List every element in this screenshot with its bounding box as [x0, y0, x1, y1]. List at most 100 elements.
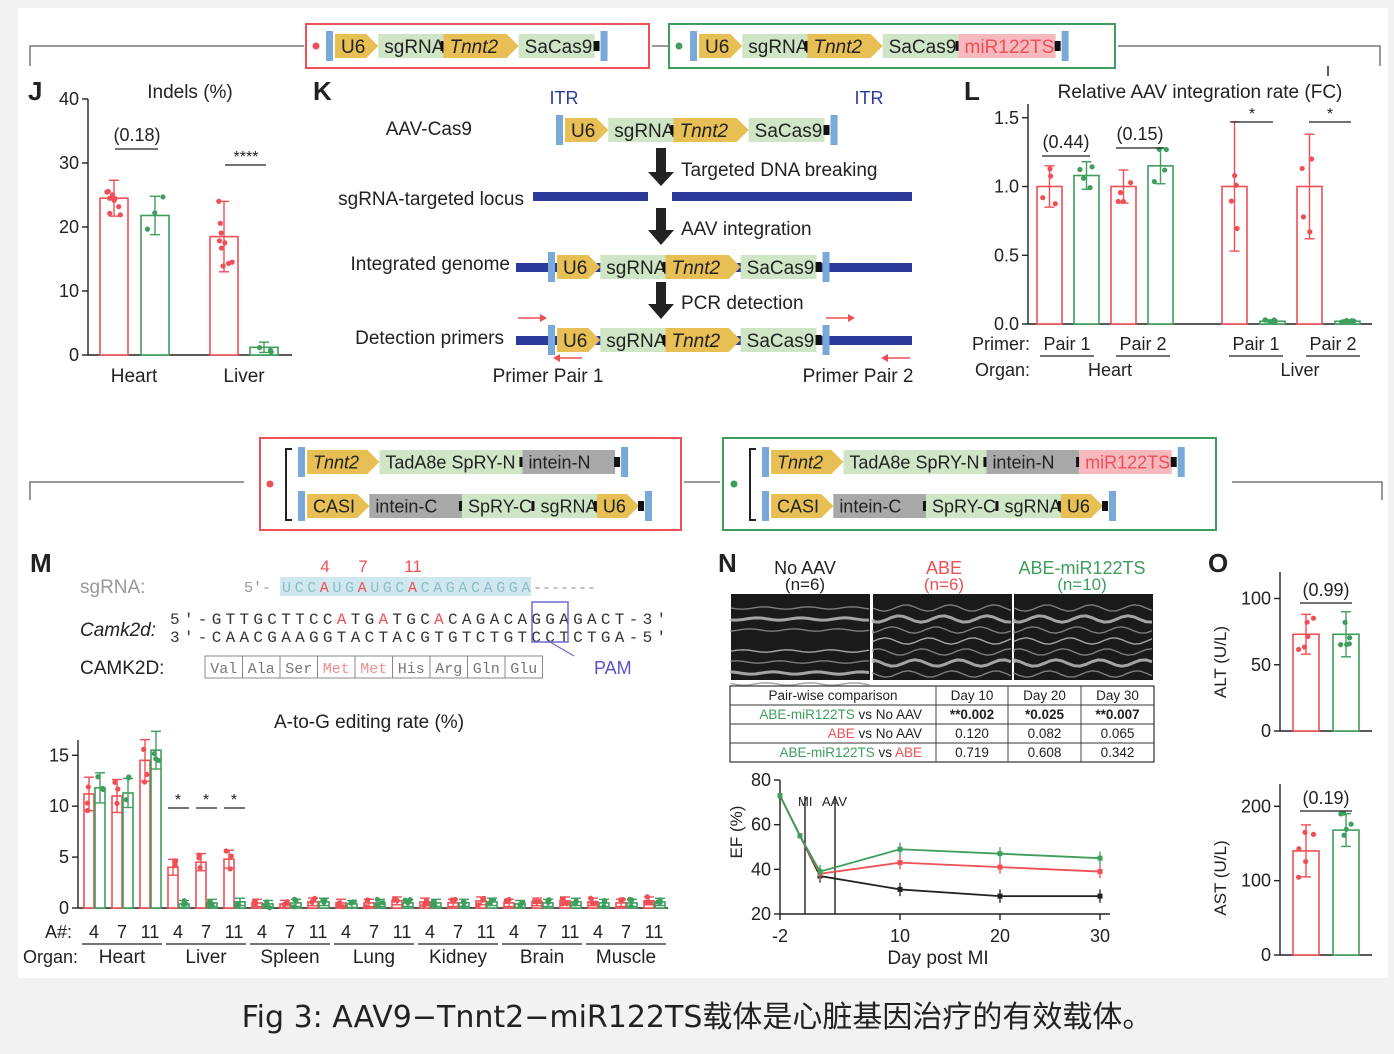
data-point [643, 899, 649, 905]
dna-base: A [392, 629, 402, 647]
y-tick-label: 0 [1261, 721, 1271, 741]
gene-block [379, 450, 523, 474]
a-position-label: 11 [225, 922, 244, 942]
p-value-cell: **0.002 [950, 707, 994, 722]
promoter-arrow [565, 118, 609, 142]
dna-base: G [253, 611, 263, 629]
table-header: Day 10 [951, 688, 994, 703]
comparison-part: ABE [895, 745, 922, 760]
amino-acid: Met [360, 661, 387, 678]
data-point [1348, 821, 1354, 827]
sgrna-base: C [295, 580, 304, 597]
dna-base: A [518, 611, 528, 629]
gene-block [742, 34, 808, 58]
data-point [1303, 858, 1309, 865]
data-point [1343, 826, 1349, 832]
gene-block [998, 494, 1061, 518]
dna-base: G [448, 629, 458, 647]
organ-label: Spleen [260, 947, 319, 968]
x-label: Pair 2 [1309, 334, 1356, 354]
construct-label: CASI [777, 496, 819, 516]
construct-label: CASI [313, 496, 355, 516]
y-tick-label: 1.0 [994, 177, 1019, 197]
table-header: Day 20 [1023, 688, 1066, 703]
gene-block [843, 450, 987, 474]
row-label: AAV-Cas9 [386, 119, 472, 140]
data-point [572, 901, 578, 907]
construct-label: U6 [571, 121, 595, 142]
primer-arrow-icon [881, 354, 910, 362]
construct-label: sgRNA [1004, 496, 1061, 516]
a-position-label: 4 [425, 922, 435, 942]
y-tick-label: 0 [69, 345, 79, 365]
construct-label: sgRNA [614, 121, 675, 142]
dna-base: 3 [170, 629, 180, 647]
gene-block [378, 34, 444, 58]
dna-base: A [240, 629, 250, 647]
data-point [197, 865, 203, 871]
data-point [1339, 319, 1345, 325]
promoter-arrow [557, 328, 601, 352]
row-label: Camk2d: [80, 620, 156, 641]
itr-block [621, 447, 629, 477]
data-point [1080, 175, 1087, 181]
data-point [644, 894, 650, 900]
dna-base: A [615, 629, 625, 647]
j-bars [99, 179, 279, 356]
data-point [1310, 615, 1317, 621]
y-tick-label: 10 [59, 281, 79, 301]
echo-trace [730, 660, 870, 664]
echo-trace [729, 616, 870, 622]
dna-base: G [573, 611, 583, 629]
p-value-cell: 0.608 [1028, 745, 1062, 760]
data-point [564, 901, 570, 907]
construct-label: U6 [563, 258, 587, 279]
aav-label: AAV [822, 794, 847, 809]
gene-block [461, 494, 535, 518]
sgrna-base: U [370, 580, 379, 597]
comparison-part: vs [855, 726, 876, 741]
data-point [144, 226, 151, 232]
dna-base: A [295, 629, 305, 647]
construct-label: SpRY-C [468, 496, 532, 516]
data-point [1232, 172, 1238, 179]
data-point [1040, 195, 1046, 201]
dna-base: T [518, 629, 528, 647]
amino-acid: Ala [248, 661, 275, 678]
data-point [1338, 811, 1344, 817]
comparison-label: ABE-miR122TS vs No AAV [759, 707, 922, 722]
dna-base: 5 [170, 611, 180, 629]
junction-mark [593, 41, 600, 51]
itr-label: ITR [855, 88, 884, 108]
data-point [115, 786, 121, 792]
promoter-arrow [665, 328, 741, 352]
x-label: Day post MI [887, 948, 988, 969]
dna-base: G [323, 629, 333, 647]
sgrna-base: C [395, 580, 404, 597]
data-point [1151, 178, 1157, 185]
data-point [196, 852, 202, 858]
data-point [475, 902, 482, 908]
x-tick-label: 10 [890, 926, 910, 946]
dna-base: A [337, 611, 347, 629]
green-dot-icon [675, 42, 683, 50]
primer-label: Primer Pair 2 [803, 366, 914, 387]
data-point [1304, 619, 1310, 625]
amino-acid: Glu [510, 661, 537, 678]
p-value-cell: *0.025 [1025, 707, 1065, 722]
dna-base: C [476, 629, 486, 647]
sgrna-base: A [408, 580, 417, 597]
organ-label: Brain [520, 947, 564, 968]
itr-block [822, 325, 830, 355]
row-label: Primer: [972, 334, 1030, 354]
y-tick-label: 0 [1261, 945, 1271, 965]
construct-label: TadA8e SpRY-N [385, 452, 515, 472]
amino-acid: Met [323, 661, 350, 678]
data-point [1115, 198, 1121, 205]
echo-trace [1012, 614, 1153, 624]
data-point [220, 263, 226, 269]
data-point [648, 899, 654, 906]
data-point [264, 899, 270, 905]
a-position-label: 7 [201, 922, 211, 942]
